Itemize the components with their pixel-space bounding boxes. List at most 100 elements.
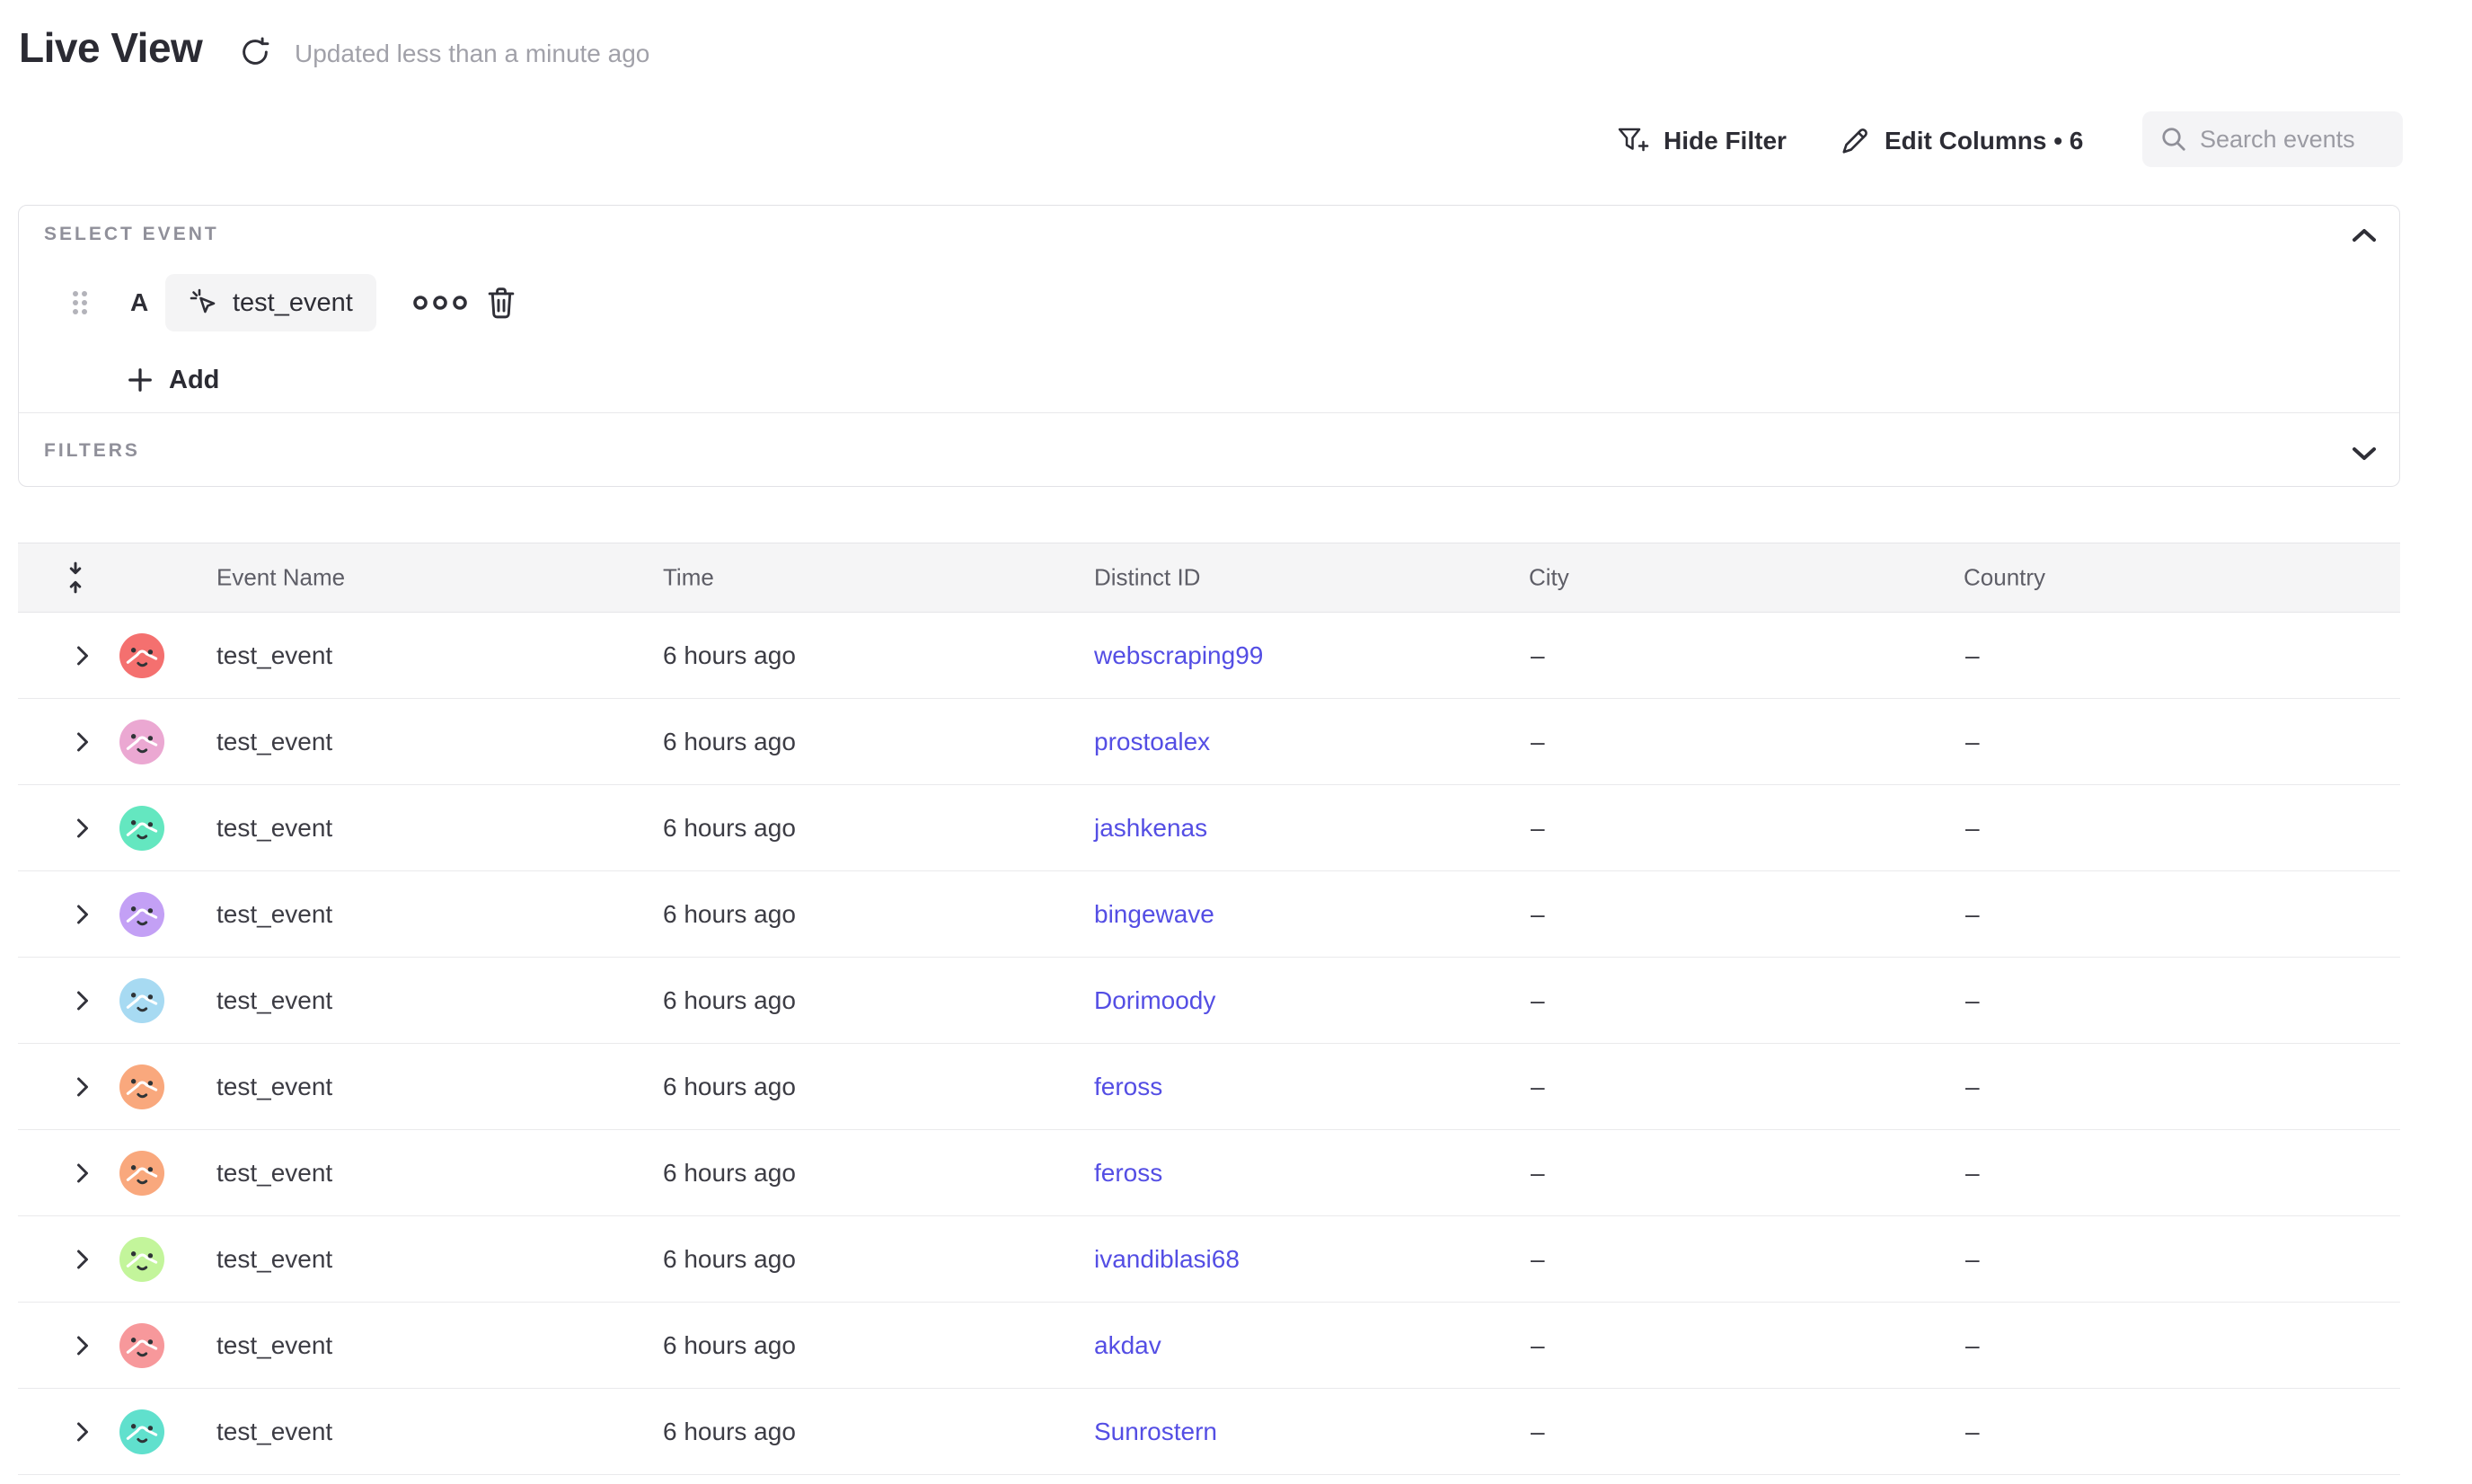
distinct-id-link[interactable]: prostoalex — [1094, 728, 1210, 756]
column-header-time: Time — [663, 564, 714, 592]
event-name-cell: test_event — [216, 1418, 332, 1446]
expand-row-chevron-icon[interactable] — [76, 645, 90, 667]
event-name-cell: test_event — [216, 641, 332, 670]
city-cell: – — [1531, 1418, 1545, 1446]
country-cell: – — [1965, 900, 1980, 929]
filter-plus-icon — [1617, 127, 1649, 155]
city-cell: – — [1531, 986, 1545, 1015]
expand-row-chevron-icon[interactable] — [76, 990, 90, 1011]
user-avatar — [119, 1064, 164, 1109]
time-cell: 6 hours ago — [663, 900, 796, 929]
filters-section: FILTERS — [19, 413, 2399, 488]
expand-row-chevron-icon[interactable] — [76, 904, 90, 925]
events-table: Event Name Time Distinct ID City Country… — [18, 543, 2400, 1475]
country-cell: – — [1965, 1418, 1980, 1446]
more-options-icon[interactable] — [412, 294, 468, 312]
distinct-id-link[interactable]: webscraping99 — [1094, 641, 1263, 670]
column-header-city: City — [1529, 564, 1569, 592]
time-cell: 6 hours ago — [663, 1245, 796, 1274]
expand-row-chevron-icon[interactable] — [76, 1335, 90, 1356]
selected-event-chip[interactable]: test_event — [165, 274, 376, 331]
table-row: test_event 6 hours ago Dorimoody – – — [18, 958, 2400, 1044]
event-name-cell: test_event — [216, 900, 332, 929]
country-cell: – — [1965, 986, 1980, 1015]
user-avatar — [119, 978, 164, 1023]
edit-columns-button[interactable]: Edit Columns • 6 — [1840, 113, 2083, 169]
pencil-icon — [1840, 126, 1870, 156]
expand-row-chevron-icon[interactable] — [76, 1421, 90, 1443]
expand-filters-chevron-down-icon[interactable] — [2347, 442, 2381, 465]
expand-row-chevron-icon[interactable] — [76, 1249, 90, 1270]
cursor-click-icon — [189, 287, 219, 318]
user-avatar — [119, 1323, 164, 1368]
user-avatar — [119, 1237, 164, 1282]
add-event-button[interactable]: Add — [127, 358, 219, 402]
time-cell: 6 hours ago — [663, 814, 796, 843]
expand-row-chevron-icon[interactable] — [76, 1076, 90, 1098]
country-cell: – — [1965, 1073, 1980, 1101]
table-row: test_event 6 hours ago bingewave – – — [18, 871, 2400, 958]
collapse-rows-icon[interactable] — [66, 561, 85, 594]
city-cell: – — [1531, 1245, 1545, 1274]
city-cell: – — [1531, 1073, 1545, 1101]
expand-row-chevron-icon[interactable] — [76, 817, 90, 839]
drag-handle-icon[interactable] — [71, 289, 89, 316]
event-query-row: A test_event — [19, 272, 2399, 333]
distinct-id-link[interactable]: feross — [1094, 1073, 1162, 1101]
distinct-id-link[interactable]: bingewave — [1094, 900, 1214, 929]
time-cell: 6 hours ago — [663, 728, 796, 756]
page-title: Live View — [19, 23, 202, 72]
time-cell: 6 hours ago — [663, 1418, 796, 1446]
search-icon — [2160, 126, 2187, 153]
collapse-section-chevron-up-icon[interactable] — [2347, 224, 2381, 247]
distinct-id-link[interactable]: ivandiblasi68 — [1094, 1245, 1240, 1274]
distinct-id-link[interactable]: akdav — [1094, 1331, 1161, 1360]
event-name-cell: test_event — [216, 1159, 332, 1188]
column-header-event-name: Event Name — [216, 564, 345, 592]
time-cell: 6 hours ago — [663, 1073, 796, 1101]
hide-filter-label: Hide Filter — [1664, 127, 1787, 155]
select-event-label: SELECT EVENT — [44, 224, 219, 245]
time-cell: 6 hours ago — [663, 1159, 796, 1188]
event-name-cell: test_event — [216, 728, 332, 756]
table-row: test_event 6 hours ago ivandiblasi68 – – — [18, 1216, 2400, 1303]
table-body: test_event 6 hours ago webscraping99 – –… — [18, 613, 2400, 1475]
user-avatar — [119, 892, 164, 937]
city-cell: – — [1531, 1159, 1545, 1188]
table-row: test_event 6 hours ago webscraping99 – – — [18, 613, 2400, 699]
selected-event-name: test_event — [233, 288, 353, 318]
query-builder-panel: SELECT EVENT A test_event — [18, 205, 2400, 487]
event-name-cell: test_event — [216, 1245, 332, 1274]
time-cell: 6 hours ago — [663, 641, 796, 670]
user-avatar — [119, 806, 164, 851]
column-header-country: Country — [1964, 564, 2045, 592]
event-name-cell: test_event — [216, 814, 332, 843]
city-cell: – — [1531, 814, 1545, 843]
event-name-cell: test_event — [216, 1331, 332, 1360]
user-avatar — [119, 633, 164, 678]
hide-filter-button[interactable]: Hide Filter — [1617, 113, 1787, 169]
expand-row-chevron-icon[interactable] — [76, 731, 90, 753]
expand-row-chevron-icon[interactable] — [76, 1162, 90, 1184]
table-header-row: Event Name Time Distinct ID City Country — [18, 543, 2400, 613]
user-avatar — [119, 1409, 164, 1454]
user-avatar — [119, 720, 164, 764]
last-updated-text: Updated less than a minute ago — [295, 40, 649, 68]
delete-event-icon[interactable] — [486, 286, 516, 320]
search-events-box[interactable] — [2142, 111, 2403, 167]
country-cell: – — [1965, 641, 1980, 670]
table-row: test_event 6 hours ago akdav – – — [18, 1303, 2400, 1389]
refresh-icon[interactable] — [239, 36, 271, 68]
distinct-id-link[interactable]: Sunrostern — [1094, 1418, 1217, 1446]
country-cell: – — [1965, 728, 1980, 756]
search-events-input[interactable] — [2200, 126, 2379, 154]
city-cell: – — [1531, 900, 1545, 929]
city-cell: – — [1531, 728, 1545, 756]
distinct-id-link[interactable]: jashkenas — [1094, 814, 1207, 843]
distinct-id-link[interactable]: feross — [1094, 1159, 1162, 1188]
city-cell: – — [1531, 1331, 1545, 1360]
distinct-id-link[interactable]: Dorimoody — [1094, 986, 1215, 1015]
plus-icon — [127, 367, 154, 393]
event-name-cell: test_event — [216, 1073, 332, 1101]
city-cell: – — [1531, 641, 1545, 670]
